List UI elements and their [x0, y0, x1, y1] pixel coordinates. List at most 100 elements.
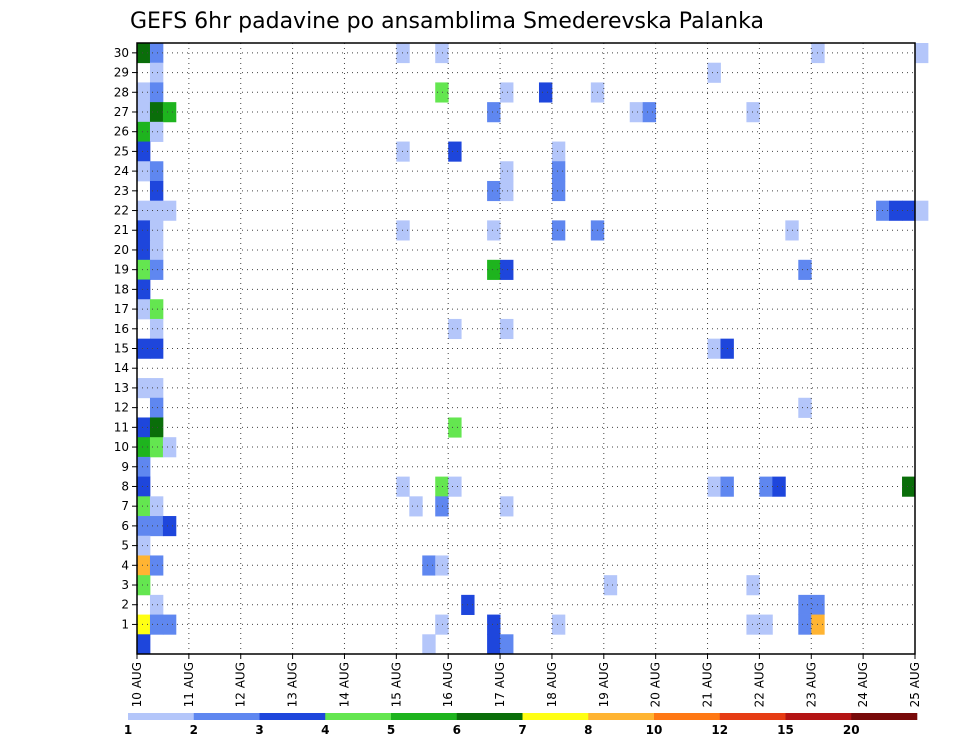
colorbar-tick-label: 20: [843, 723, 860, 737]
heatmap-cell: [162, 614, 177, 635]
heatmap-cell: [551, 141, 566, 162]
heatmap-cell: [137, 161, 151, 182]
plot-border: [136, 42, 916, 655]
y-tick-label: 10: [114, 440, 129, 454]
heatmap-cell: [137, 496, 151, 517]
heatmap-cell: [162, 516, 177, 537]
x-tick-label: 16 AUG: [441, 662, 455, 707]
heatmap-cell: [642, 102, 657, 123]
heatmap-cell: [551, 220, 566, 241]
heatmap-cell: [149, 555, 164, 576]
x-tick-label: 18 AUG: [545, 662, 559, 707]
colorbar-tick-label: 3: [255, 723, 263, 737]
y-tick-label: 30: [114, 46, 129, 60]
heatmap-cell: [435, 555, 449, 576]
y-tick-label: 4: [121, 558, 129, 572]
heatmap-cell: [149, 378, 164, 399]
colorbar-swatch: [851, 713, 918, 720]
y-tick-label: 26: [114, 125, 129, 139]
heatmap-cell: [487, 180, 501, 202]
x-tick-label: 11 AUG: [182, 662, 196, 707]
heatmap-cell: [435, 43, 449, 64]
heatmap-cell: [500, 496, 514, 517]
heatmap-cell: [487, 614, 501, 635]
y-axis-ticks: 1234567891011121314151617181920212223242…: [114, 46, 137, 631]
heatmap-cell: [798, 614, 812, 635]
heatmap-cell: [149, 200, 164, 221]
heatmap-cell: [137, 614, 151, 635]
heatmap-cell: [629, 102, 644, 123]
y-tick-label: 3: [121, 578, 129, 592]
heatmap-cell: [137, 102, 151, 123]
heatmap-cell: [137, 575, 151, 596]
y-tick-label: 16: [114, 322, 129, 336]
heatmap-cell: [162, 102, 177, 123]
heatmap-cell: [137, 299, 151, 320]
y-tick-label: 22: [114, 204, 129, 218]
chart-title: GEFS 6hr padavine po ansamblima Smederev…: [130, 9, 764, 34]
colorbar-tick-label: 8: [584, 723, 592, 737]
heatmap-cell: [149, 240, 164, 261]
colorbar-swatch: [128, 713, 195, 720]
colorbar-swatch: [456, 713, 523, 720]
heatmap-cell: [396, 220, 410, 241]
heatmap-cell: [149, 594, 164, 615]
grid-lines: [137, 43, 915, 654]
colorbar-swatch: [325, 713, 392, 720]
heatmap-cell: [149, 397, 164, 418]
heatmap-cell: [707, 476, 721, 497]
heatmap-cell: [137, 259, 151, 280]
heatmap-cell: [149, 338, 164, 359]
heatmap-cell: [435, 496, 449, 517]
heatmap-cell: [149, 62, 164, 83]
heatmap-cell: [137, 476, 151, 497]
heatmap-cell: [487, 220, 501, 241]
heatmap-cell: [798, 594, 812, 615]
colorbar-swatch: [522, 713, 589, 720]
colorbar-swatch: [785, 713, 852, 720]
x-tick-label: 14 AUG: [337, 662, 351, 707]
heatmap-cell: [707, 62, 721, 83]
heatmap-cell: [487, 634, 501, 655]
y-tick-label: 8: [121, 479, 129, 493]
heatmap-cell: [422, 634, 436, 655]
colorbar-tick-label: 10: [646, 723, 663, 737]
heatmap-cell: [396, 141, 410, 162]
y-tick-label: 5: [121, 539, 129, 553]
colorbar-tick-label: 5: [387, 723, 395, 737]
colorbar-swatch: [719, 713, 786, 720]
heatmap-cell: [137, 43, 151, 64]
y-tick-label: 13: [114, 381, 129, 395]
x-tick-label: 17 AUG: [493, 662, 507, 707]
heatmap-cell: [500, 161, 514, 182]
heatmap-cell: [487, 259, 501, 280]
heatmap-cell: [902, 200, 916, 221]
heatmap-cell: [396, 476, 410, 497]
heatmap-cell: [435, 82, 449, 103]
y-tick-label: 29: [114, 66, 129, 80]
heatmap-cell: [137, 200, 151, 221]
heatmap-cell: [448, 476, 462, 497]
x-tick-label: 13 AUG: [286, 662, 300, 707]
heatmap-cell: [149, 180, 164, 202]
colorbar-tick-label: 4: [321, 723, 329, 737]
heatmap-cell: [149, 43, 164, 64]
heatmap-cell: [149, 102, 164, 123]
x-tick-label: 19 AUG: [597, 662, 611, 707]
colorbar-swatch: [391, 713, 458, 720]
heatmap-cell: [551, 180, 566, 202]
y-tick-label: 15: [114, 342, 129, 356]
x-tick-label: 20 AUG: [649, 662, 663, 707]
heatmap-cell: [137, 220, 151, 241]
y-tick-label: 21: [114, 223, 129, 237]
heatmap-cell: [538, 82, 553, 103]
colorbar-swatch: [654, 713, 721, 720]
heatmap-cell: [149, 516, 164, 537]
heatmap-cell: [149, 161, 164, 182]
heatmap-cell: [149, 318, 164, 340]
colorbar-swatch: [588, 713, 655, 720]
y-tick-label: 17: [114, 302, 129, 316]
x-tick-label: 15 AUG: [389, 662, 403, 707]
heatmap-cell: [137, 535, 151, 556]
heatmap-cell: [759, 614, 773, 635]
